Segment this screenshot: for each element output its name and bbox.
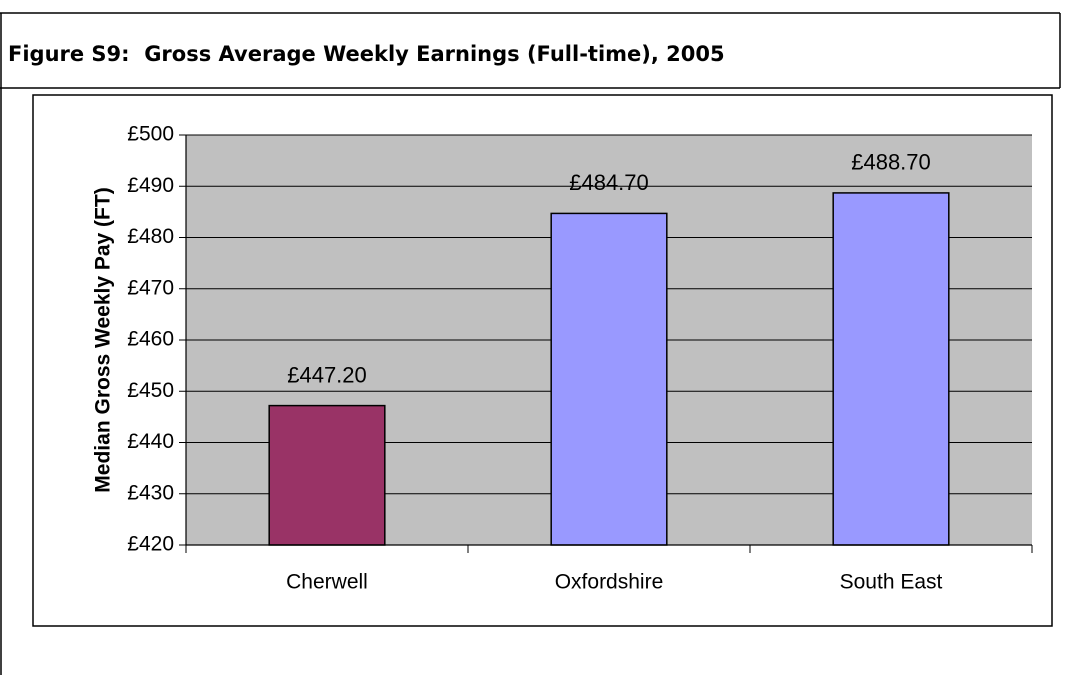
x-tick-label: Cherwell — [286, 571, 368, 594]
value-label: £447.20 — [287, 362, 367, 387]
y-tick-label: £450 — [127, 379, 174, 402]
y-tick-label: £460 — [127, 328, 174, 351]
bar — [550, 212, 668, 546]
bar — [268, 404, 386, 546]
y-tick-label: £500 — [127, 123, 174, 146]
value-label: £484.70 — [569, 170, 649, 195]
y-tick-label: £420 — [127, 533, 174, 556]
value-label: £488.70 — [851, 150, 931, 175]
chart-title: Figure S9: Gross Average Weekly Earnings… — [8, 42, 725, 66]
bar — [832, 192, 950, 546]
y-axis-label: Median Gross Weekly Pay (FT) — [92, 187, 115, 492]
y-tick-label: £480 — [127, 225, 174, 248]
x-tick-label: Oxfordshire — [555, 571, 664, 594]
y-tick-label: £440 — [127, 430, 174, 453]
y-tick-label: £430 — [127, 481, 174, 504]
y-tick-label: £470 — [127, 276, 174, 299]
y-tick-label: £490 — [127, 174, 174, 197]
x-tick-label: South East — [840, 571, 943, 594]
